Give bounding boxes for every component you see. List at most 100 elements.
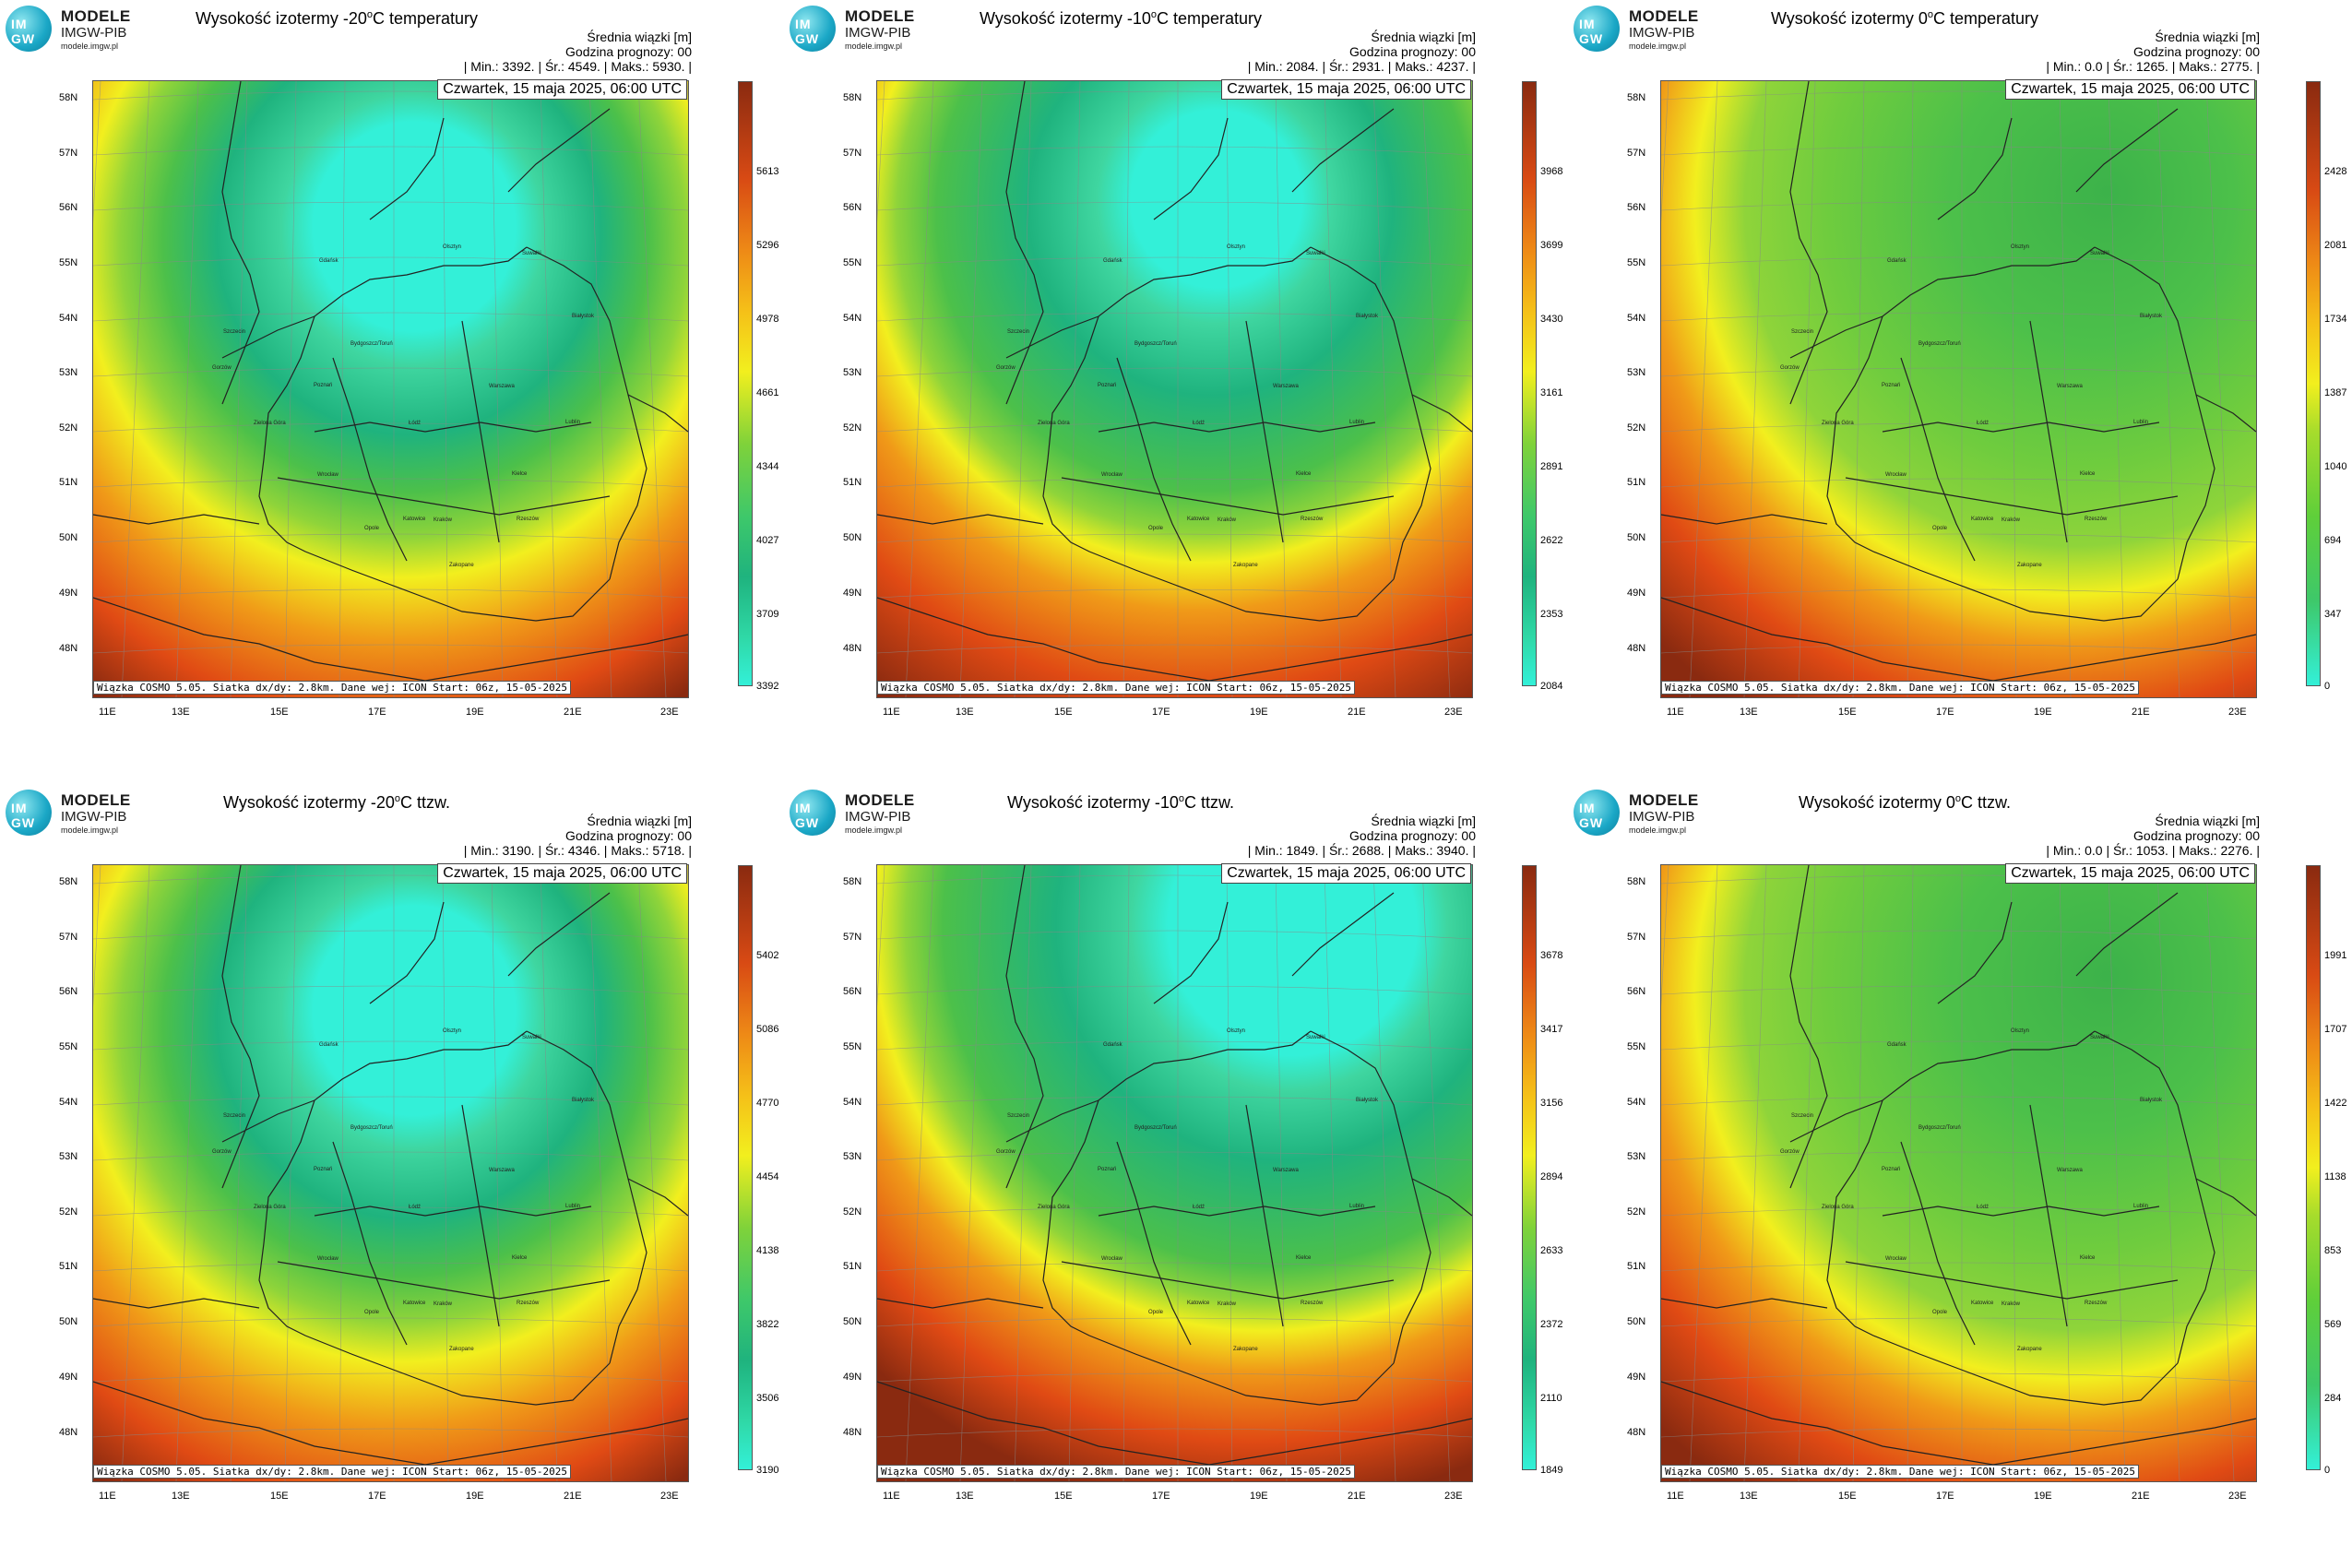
city-label: Katowice	[1187, 517, 1210, 522]
colorbar-tick-label: 5402	[756, 950, 779, 961]
city-label: Kraków	[1218, 1301, 1237, 1307]
colorbar-tick-label: 3417	[1540, 1024, 1563, 1035]
latitude-label: 53N	[1627, 1151, 1646, 1162]
colorbar-tick-label: 4661	[756, 387, 779, 398]
city-label: Poznań	[314, 1167, 333, 1172]
borders	[1661, 865, 2256, 1466]
city-label: Olsztyn	[1227, 244, 1246, 250]
colorbar-tick-label: 3968	[1540, 166, 1563, 177]
city-label: Gorzów	[1780, 365, 1800, 371]
colorbar	[2306, 81, 2321, 686]
city-label: Katowice	[403, 1301, 426, 1306]
city-label: Opole	[364, 526, 380, 531]
colorbar-tick-label: 2110	[1540, 1393, 1562, 1404]
date-label: Czwartek, 15 maja 2025, 06:00 UTC	[2005, 863, 2255, 884]
city-label: Zielona Góra	[254, 421, 286, 426]
longitude-label: 17E	[368, 707, 386, 718]
city-label: Kielce	[512, 1255, 528, 1261]
city-label: Białystok	[1356, 1098, 1379, 1103]
city-label: Kielce	[1296, 471, 1312, 477]
latitude-label: 48N	[1627, 1427, 1646, 1438]
latitude-label: 49N	[1627, 588, 1646, 599]
latitude-label: 49N	[59, 588, 78, 599]
graticule	[93, 865, 688, 1481]
city-label: Kielce	[2080, 471, 2096, 477]
latitude-label: 56N	[59, 986, 78, 997]
forecast-hour: Godzina prognozy: 00	[565, 828, 692, 843]
city-label: Gorzów	[212, 1149, 232, 1155]
longitude-label: 15E	[1838, 707, 1857, 718]
longitude-label: 13E	[172, 707, 190, 718]
colorbar-tick-label: 1387	[2324, 387, 2347, 398]
latitude-label: 52N	[59, 1206, 78, 1218]
map-area	[1660, 80, 2257, 698]
logo-text-imgw: IMGW-PIB	[61, 809, 127, 825]
logo-text-modele: MODELE	[61, 7, 131, 25]
city-label: Opole	[364, 1310, 380, 1315]
stats-line: | Min.: 2084. | Śr.: 2931. | Maks.: 4237…	[1247, 59, 1476, 74]
latitude-label: 55N	[843, 1041, 862, 1052]
city-label: Bydgoszcz/Toruń	[1918, 1125, 1961, 1131]
city-label: Rzeszów	[2085, 517, 2108, 522]
latitude-label: 48N	[1627, 643, 1646, 654]
latitude-label: 58N	[843, 876, 862, 887]
info-units: Średnia wiązki [m]	[1371, 814, 1476, 828]
latitude-label: 56N	[843, 986, 862, 997]
latitude-label: 48N	[59, 1427, 78, 1438]
imgw-logo: IM GW MODELE IMGW-PIB modele.imgw.pl	[6, 6, 190, 53]
colorbar-tick-label: 1734	[2324, 314, 2347, 325]
forecast-hour: Godzina prognozy: 00	[2133, 44, 2260, 59]
city-label: Białystok	[572, 314, 595, 319]
latitude-label: 56N	[843, 202, 862, 213]
colorbar-tick-label: 4027	[756, 535, 779, 546]
city-label: Katowice	[1971, 517, 1994, 522]
date-label: Czwartek, 15 maja 2025, 06:00 UTC	[2005, 79, 2255, 100]
longitude-label: 17E	[1152, 1491, 1170, 1502]
city-label: Gdańsk	[319, 1042, 339, 1048]
stats-line: | Min.: 3190. | Śr.: 4346. | Maks.: 5718…	[463, 843, 692, 858]
latitude-label: 55N	[1627, 257, 1646, 268]
borders	[877, 865, 1472, 1466]
colorbar-tick-label: 2081	[2324, 240, 2347, 251]
field-shading	[93, 865, 688, 1481]
city-label: Opole	[1932, 1310, 1948, 1315]
logo-text-modele: MODELE	[1629, 7, 1699, 25]
colorbar-tick-label: 1422	[2324, 1098, 2347, 1109]
city-label: Gorzów	[996, 1149, 1016, 1155]
latitude-label: 53N	[59, 1151, 78, 1162]
city-label: Olsztyn	[443, 1028, 462, 1034]
colorbar-tick-label: 3190	[756, 1465, 779, 1476]
map-panel: IM GW MODELE IMGW-PIB modele.imgw.pl Wysokoś…	[1568, 0, 2352, 784]
latitude-label: 51N	[843, 1261, 862, 1272]
latitude-label: 48N	[59, 643, 78, 654]
colorbar-tick-label: 1040	[2324, 461, 2347, 472]
longitude-label: 21E	[1348, 707, 1366, 718]
map-panel: IM GW MODELE IMGW-PIB modele.imgw.pl Wysokoś…	[784, 784, 1568, 1568]
latitude-label: 53N	[1627, 367, 1646, 378]
city-label: Bydgoszcz/Toruń	[1134, 341, 1177, 347]
latitude-label: 54N	[1627, 1097, 1646, 1108]
longitude-label: 13E	[956, 707, 974, 718]
city-label: Katowice	[403, 517, 426, 522]
colorbar-tick-label: 2353	[1540, 609, 1563, 620]
city-label: Poznań	[314, 383, 333, 388]
latitude-label: 51N	[1627, 477, 1646, 488]
city-label: Poznań	[1882, 383, 1901, 388]
city-label: Lublin	[1349, 420, 1365, 425]
longitude-label: 15E	[270, 1491, 289, 1502]
city-label: Suwałki	[2090, 251, 2109, 256]
city-label: Zielona Góra	[1822, 421, 1854, 426]
colorbar-tick-label: 3392	[756, 681, 779, 692]
longitude-label: 19E	[1250, 1491, 1268, 1502]
latitude-label: 49N	[1627, 1372, 1646, 1383]
latitude-label: 51N	[59, 1261, 78, 1272]
colorbar	[1522, 81, 1537, 686]
longitude-label: 23E	[2228, 1491, 2247, 1502]
map-title: Wysokość izotermy -20oC ttzw.	[222, 793, 451, 812]
longitude-label: 15E	[270, 707, 289, 718]
latitude-label: 52N	[843, 1206, 862, 1218]
logo-text-modele: MODELE	[1629, 791, 1699, 809]
city-label: Kielce	[512, 471, 528, 477]
longitude-label: 15E	[1838, 1491, 1857, 1502]
city-label: Kielce	[1296, 1255, 1312, 1261]
